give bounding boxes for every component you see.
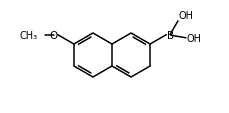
Text: O: O bbox=[49, 30, 57, 40]
Text: OH: OH bbox=[186, 34, 202, 44]
Text: OH: OH bbox=[178, 11, 194, 21]
Text: B: B bbox=[167, 30, 174, 40]
Text: CH₃: CH₃ bbox=[20, 30, 38, 40]
